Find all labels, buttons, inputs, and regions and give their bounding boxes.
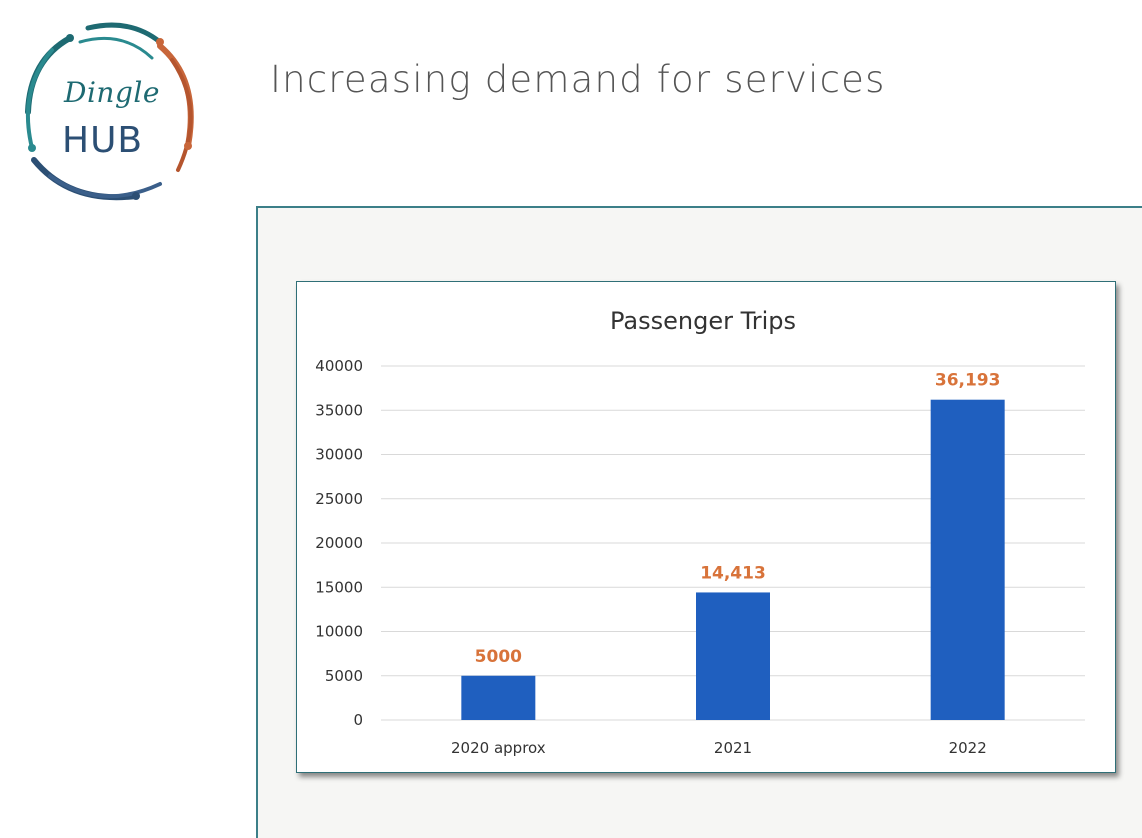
y-axis-ticks: 0 5000 10000 15000 20000 25000 30000 35000 40000	[315, 357, 363, 729]
page-title: Increasing demand for services	[270, 58, 886, 101]
y-tick-label: 0	[353, 711, 363, 729]
y-tick-label: 40000	[315, 357, 363, 375]
bar-data-label: 14,413	[700, 563, 766, 583]
chart-container: Passenger Trips 0 5000 10000 15000 20000 2500…	[296, 281, 1116, 773]
bar	[930, 399, 1005, 720]
y-tick-label: 35000	[315, 401, 363, 419]
bar-data-label: 36,193	[935, 371, 1001, 391]
logo-hub-text: HUB	[62, 120, 144, 161]
y-tick-label: 30000	[315, 446, 363, 464]
bar-data-label: 5000	[475, 647, 522, 667]
y-tick-label: 25000	[315, 490, 363, 508]
x-axis-categories: 2020 approx 2021 2022	[451, 739, 987, 757]
y-tick-label: 5000	[325, 667, 363, 685]
chart-title: Passenger Trips	[610, 307, 796, 335]
bar	[461, 675, 536, 720]
x-category-label: 2020 approx	[451, 739, 546, 757]
bar	[696, 592, 770, 720]
logo-script-text: Dingle	[64, 76, 160, 109]
logo-ring-icon	[25, 22, 194, 201]
bars	[461, 399, 1005, 720]
data-labels: 5000 14,413 36,193	[475, 371, 1001, 667]
x-category-label: 2021	[714, 739, 752, 757]
dingle-hub-logo: Dingle HUB	[10, 20, 206, 210]
x-category-label: 2022	[949, 739, 987, 757]
y-tick-label: 20000	[315, 534, 363, 552]
bar-chart: Passenger Trips 0 5000 10000 15000 20000 2500…	[315, 307, 1085, 757]
y-tick-label: 15000	[315, 578, 363, 596]
y-tick-label: 10000	[315, 623, 363, 641]
